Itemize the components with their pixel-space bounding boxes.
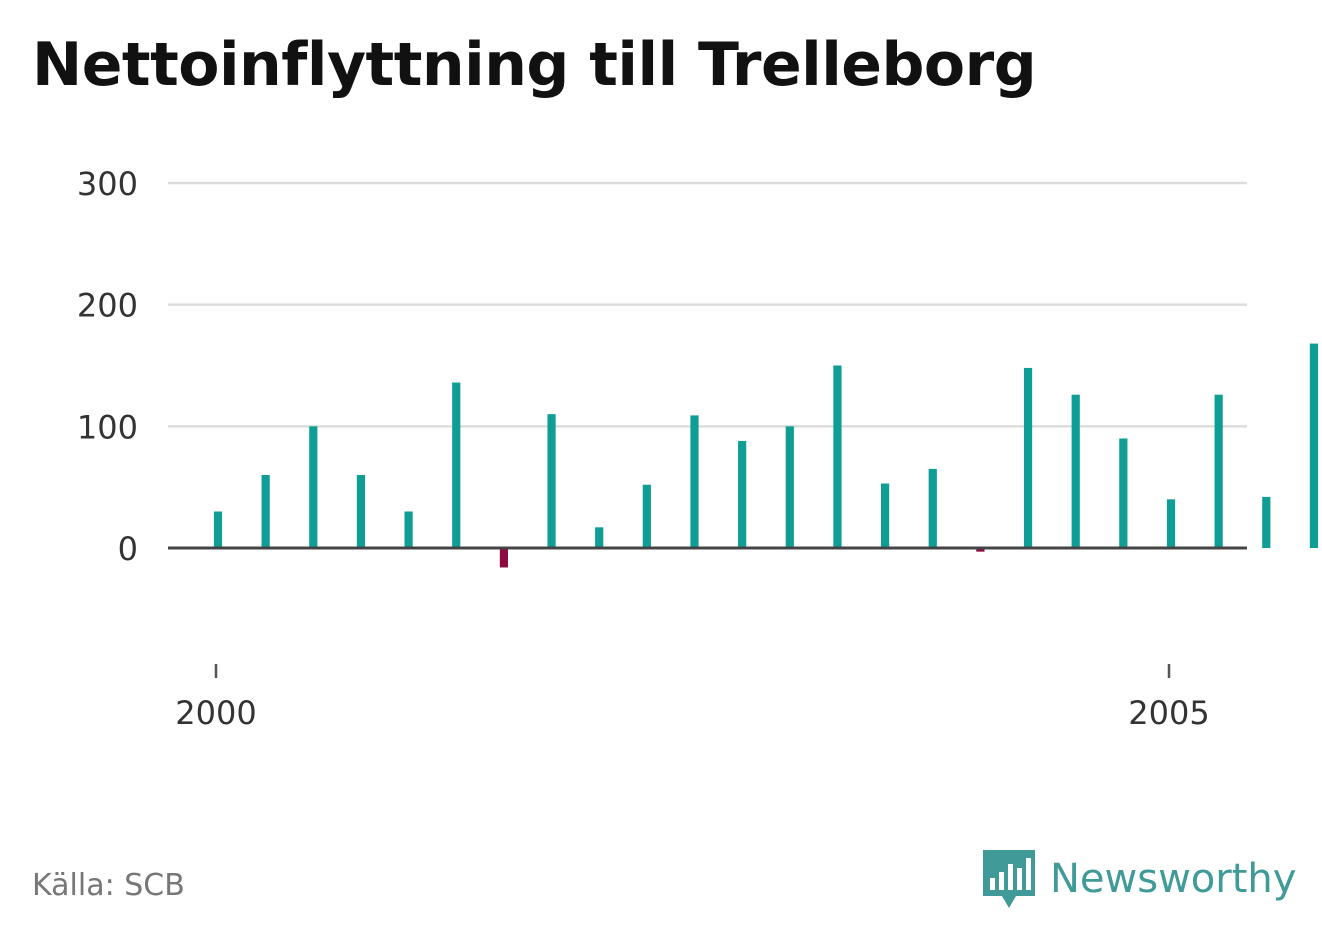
y-tick-label: 300 [77,165,138,203]
source-label: Källa: SCB [32,868,185,903]
bar [309,426,318,548]
y-tick-label: 0 [118,530,138,568]
bar [499,548,508,568]
grid-lines [168,181,1247,428]
bar [1119,438,1128,548]
bar [1309,343,1319,548]
bar [1166,499,1176,548]
bar [213,511,223,548]
bar [261,475,270,548]
bar [1262,496,1271,548]
bar [785,426,794,548]
y-tick-label: 200 [77,287,138,325]
x-tick-label: 2000 [175,694,256,732]
bar [833,365,842,548]
bar [1214,394,1223,548]
bar [642,484,651,548]
brand-logo: Newsworthy [980,848,1296,910]
bar [738,440,747,548]
x-tick-label: 2005 [1128,694,1209,732]
bar [976,548,985,552]
bars [213,343,1319,568]
bar [356,475,366,548]
bar [1023,367,1033,548]
chart-title: Nettoinflyttning till Trelleborg [32,30,1037,100]
bar-chart-speech-bubble-icon [983,850,1035,908]
bar [690,415,699,548]
y-tick-label: 100 [77,408,138,446]
bar [404,511,413,548]
bar [928,468,937,548]
x-axis: 200020052010201520202025 [175,664,1210,732]
bar [595,527,604,548]
bar [881,483,890,548]
bar [547,414,556,548]
bar [452,382,461,548]
bar [1071,394,1080,548]
y-axis-labels: 0 100 200 300 [77,165,138,568]
brand-name: Newsworthy [1050,856,1297,902]
